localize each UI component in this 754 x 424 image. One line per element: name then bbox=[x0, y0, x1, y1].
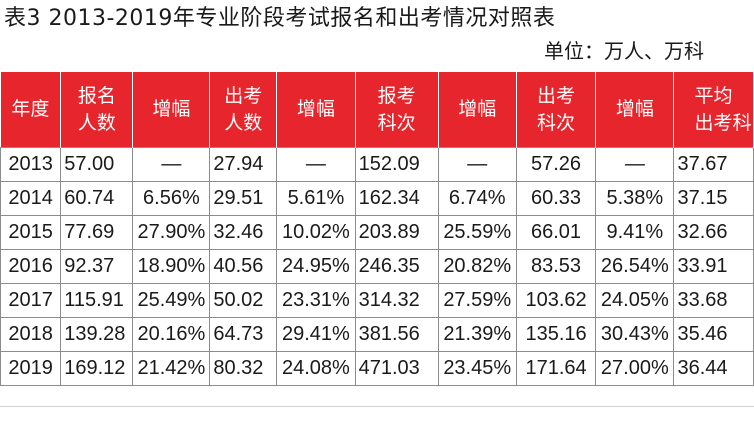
header-applicants-growth: 增幅 bbox=[132, 72, 211, 148]
cell-registered-subjects-growth: 6.74% bbox=[437, 181, 517, 216]
cell-registered-subjects: 381.56 bbox=[354, 317, 439, 352]
cell-average-subjects: 36.44 bbox=[673, 351, 754, 386]
table-row: 2015 77.69 27.90% 32.46 10.02% 203.89 25… bbox=[0, 215, 754, 250]
cell-examinees: 80.32 bbox=[209, 351, 278, 386]
table-row: 2013 57.00 — 27.94 — 152.09 — 57.26 — 37… bbox=[0, 147, 754, 182]
cell-applicants: 57.00 bbox=[60, 147, 134, 182]
cell-taken-subjects: 57.26 bbox=[515, 147, 597, 182]
header-registered-subjects-growth: 增幅 bbox=[438, 72, 517, 148]
cell-taken-subjects-growth: 27.00% bbox=[595, 351, 675, 386]
cell-taken-subjects: 60.33 bbox=[515, 181, 597, 216]
cell-year: 2016 bbox=[0, 249, 62, 284]
cell-taken-subjects-growth: 5.38% bbox=[595, 181, 675, 216]
bottom-divider bbox=[0, 406, 754, 407]
cell-examinees: 50.02 bbox=[209, 283, 278, 318]
table-row: 2019 169.12 21.42% 80.32 24.08% 471.03 2… bbox=[0, 351, 754, 386]
cell-year: 2017 bbox=[0, 283, 62, 318]
cell-taken-subjects: 171.64 bbox=[515, 351, 597, 386]
cell-registered-subjects-growth: 27.59% bbox=[437, 283, 517, 318]
header-taken-subjects-growth: 增幅 bbox=[595, 72, 675, 148]
cell-examinees-growth: 23.31% bbox=[276, 283, 356, 318]
cell-taken-subjects-growth: 30.43% bbox=[595, 317, 675, 352]
cell-registered-subjects: 203.89 bbox=[354, 215, 439, 250]
table-row: 2018 139.28 20.16% 64.73 29.41% 381.56 2… bbox=[0, 317, 754, 352]
cell-registered-subjects: 314.32 bbox=[354, 283, 439, 318]
cell-year: 2013 bbox=[0, 147, 62, 182]
header-registered-subjects: 报考 科次 bbox=[355, 72, 439, 148]
cell-applicants-growth: 21.42% bbox=[132, 351, 211, 386]
cell-examinees: 64.73 bbox=[209, 317, 278, 352]
table-title: 表3 2013-2019年专业阶段考试报名和出考情况对照表 bbox=[4, 6, 556, 31]
cell-average-subjects: 35.46 bbox=[673, 317, 754, 352]
table-row: 2014 60.74 6.56% 29.51 5.61% 162.34 6.74… bbox=[0, 181, 754, 216]
cell-registered-subjects-growth: 25.59% bbox=[437, 215, 517, 250]
cell-taken-subjects: 83.53 bbox=[515, 249, 597, 284]
header-year: 年度 bbox=[0, 72, 62, 148]
cell-registered-subjects-growth: 20.82% bbox=[437, 249, 517, 284]
exam-stats-table: 年度 报名 人数 增幅 出考 人数 增幅 报考 科次 增幅 出考 科次 增幅 平均 出考科… bbox=[0, 72, 754, 386]
cell-registered-subjects: 471.03 bbox=[354, 351, 439, 386]
cell-taken-subjects-growth: 24.05% bbox=[595, 283, 675, 318]
cell-taken-subjects: 135.16 bbox=[515, 317, 597, 352]
cell-registered-subjects: 152.09 bbox=[354, 147, 439, 182]
table-row: 2017 115.91 25.49% 50.02 23.31% 314.32 2… bbox=[0, 283, 754, 318]
unit-label: 单位：万人、万科 bbox=[544, 39, 704, 63]
cell-registered-subjects: 162.34 bbox=[354, 181, 439, 216]
cell-applicants: 169.12 bbox=[60, 351, 134, 386]
cell-taken-subjects-growth: 26.54% bbox=[595, 249, 675, 284]
header-average-subjects: 平均 出考科 bbox=[673, 72, 754, 148]
cell-applicants-growth: 6.56% bbox=[132, 181, 211, 216]
cell-examinees-growth: — bbox=[276, 147, 356, 182]
cell-registered-subjects-growth: 21.39% bbox=[437, 317, 517, 352]
cell-applicants: 77.69 bbox=[60, 215, 134, 250]
header-applicants: 报名 人数 bbox=[60, 72, 134, 148]
cell-applicants-growth: 27.90% bbox=[132, 215, 211, 250]
cell-average-subjects: 37.67 bbox=[673, 147, 754, 182]
cell-applicants: 139.28 bbox=[60, 317, 134, 352]
cell-applicants-growth: — bbox=[132, 147, 211, 182]
cell-taken-subjects: 103.62 bbox=[515, 283, 597, 318]
cell-year: 2014 bbox=[0, 181, 62, 216]
header-taken-subjects: 出考 科次 bbox=[516, 72, 597, 148]
cell-examinees: 40.56 bbox=[209, 249, 278, 284]
cell-year: 2015 bbox=[0, 215, 62, 250]
cell-examinees-growth: 29.41% bbox=[276, 317, 356, 352]
cell-registered-subjects: 246.35 bbox=[354, 249, 439, 284]
cell-examinees: 32.46 bbox=[209, 215, 278, 250]
table-row: 2016 92.37 18.90% 40.56 24.95% 246.35 20… bbox=[0, 249, 754, 284]
cell-applicants-growth: 20.16% bbox=[132, 317, 211, 352]
cell-taken-subjects: 66.01 bbox=[515, 215, 597, 250]
cell-average-subjects: 37.15 bbox=[673, 181, 754, 216]
cell-applicants-growth: 18.90% bbox=[132, 249, 211, 284]
cell-examinees-growth: 5.61% bbox=[276, 181, 356, 216]
cell-examinees-growth: 24.08% bbox=[276, 351, 356, 386]
header-row: 年度 报名 人数 增幅 出考 人数 增幅 报考 科次 增幅 出考 科次 增幅 平均 出考科 bbox=[0, 72, 754, 148]
cell-applicants: 60.74 bbox=[60, 181, 134, 216]
cell-registered-subjects-growth: 23.45% bbox=[437, 351, 517, 386]
cell-applicants: 115.91 bbox=[60, 283, 134, 318]
cell-average-subjects: 33.91 bbox=[673, 249, 754, 284]
cell-examinees-growth: 24.95% bbox=[276, 249, 356, 284]
cell-average-subjects: 32.66 bbox=[673, 215, 754, 250]
cell-average-subjects: 33.68 bbox=[673, 283, 754, 318]
cell-taken-subjects-growth: — bbox=[595, 147, 675, 182]
header-examinees: 出考 人数 bbox=[209, 72, 278, 148]
cell-year: 2019 bbox=[0, 351, 62, 386]
cell-examinees: 29.51 bbox=[209, 181, 278, 216]
cell-examinees-growth: 10.02% bbox=[276, 215, 356, 250]
cell-taken-subjects-growth: 9.41% bbox=[595, 215, 675, 250]
cell-examinees: 27.94 bbox=[209, 147, 278, 182]
cell-registered-subjects-growth: — bbox=[437, 147, 517, 182]
cell-year: 2018 bbox=[0, 317, 62, 352]
cell-applicants-growth: 25.49% bbox=[132, 283, 211, 318]
cell-applicants: 92.37 bbox=[60, 249, 134, 284]
header-examinees-growth: 增幅 bbox=[276, 72, 356, 148]
